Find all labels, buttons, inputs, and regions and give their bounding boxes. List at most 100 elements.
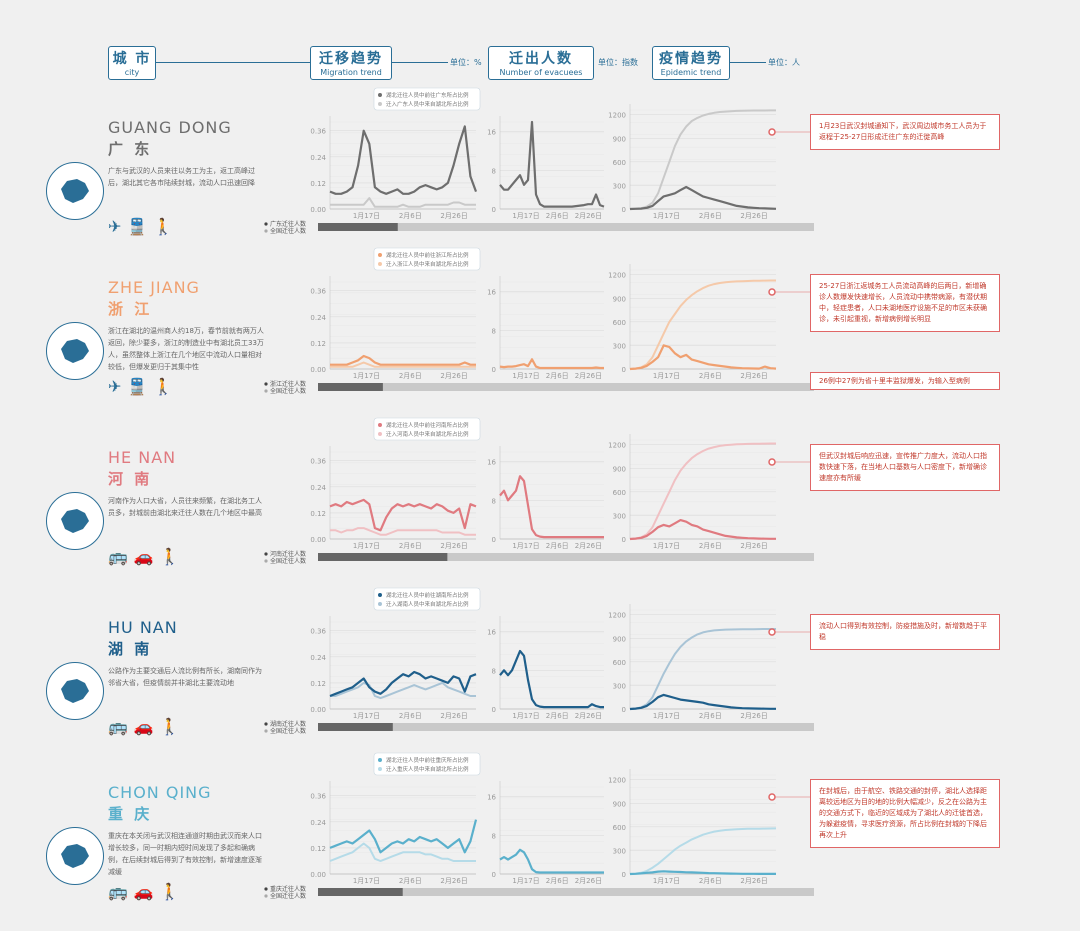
epidemic-ytick: 1200 (608, 612, 626, 620)
province-migration-bar (318, 383, 383, 391)
migration-ytick: 0.36 (310, 628, 326, 636)
migration-ytick: 0.24 (310, 654, 326, 662)
legend-label: 湖北迁往人员中前往重庆所占比例 (386, 756, 469, 764)
city-name: 重 庆 (108, 805, 153, 823)
evacuees-xtick: 2月26日 (575, 712, 602, 720)
migration-ytick: 0.12 (310, 340, 326, 348)
bar-legend-label: 湖南迁往人数 (270, 720, 306, 728)
epidemic-xtick: 1月17日 (653, 212, 680, 220)
evacuees-ytick: 0 (492, 366, 496, 374)
legend-label: 迁入重庆人员中来自湖北所占比例 (386, 765, 469, 773)
transport-icon: 🚶 (153, 377, 180, 396)
migration-ytick: 0.12 (310, 680, 326, 688)
epidemic-ytick: 300 (613, 682, 626, 690)
header-epidemic-en: Epidemic trend (660, 68, 722, 77)
annotation-note: 在封城后，由于航空、铁路交通的封停，湖北人选择距离较远地区为目的地的比例大幅减少… (810, 779, 1000, 848)
header-evacuees-en: Number of evacuees (499, 68, 583, 77)
migration-xtick: 1月17日 (353, 712, 380, 720)
province-migration-bar (318, 723, 393, 731)
epidemic-ytick: 600 (613, 659, 626, 667)
migration-series-a-line (330, 354, 476, 366)
legend-label: 迁入浙江人员中来自湖北所占比例 (386, 260, 469, 268)
national-migration-bar (318, 383, 814, 391)
epidemic-ytick: 900 (613, 295, 626, 303)
epidemic-daily-line (629, 344, 777, 371)
migration-ytick: 0.36 (310, 458, 326, 466)
migration-xtick: 2月6日 (399, 877, 422, 885)
evacuees-xtick: 1月17日 (512, 212, 539, 220)
legend-label: 湖北迁往人员中前往广东所占比例 (386, 91, 469, 99)
city-pinyin: GUANG DONG (108, 118, 232, 137)
row-charts: 0.36 0.24 0.12 0.00 1月17日 2月6日 2月26日 湖北迁往人员中前往广… (264, 87, 814, 235)
legend-label: 迁入湖南人员中来自湖北所占比例 (386, 600, 469, 608)
province-map-icon (46, 827, 104, 885)
evacuees-ytick: 8 (492, 497, 496, 505)
city-description: 重庆在本关闭与武汉相连通道时期由武汉而来人口增长较多，同一时期内短时间发现了多起… (108, 832, 262, 876)
epidemic-cumulative-line (629, 628, 776, 710)
national-migration-bar (318, 723, 814, 731)
migration-xtick: 2月26日 (440, 212, 467, 220)
legend-label: 湖北迁往人员中前往河南所占比例 (386, 421, 469, 429)
evacuees-ytick: 8 (492, 832, 496, 840)
header-migration-en: Migration trend (320, 68, 382, 77)
migration-ytick: 0.00 (310, 206, 326, 214)
migration-legend-box (373, 87, 481, 111)
evacuees-ytick: 0 (492, 871, 496, 879)
epidemic-cumulative-line (629, 109, 776, 210)
legend-marker (378, 758, 382, 762)
epidemic-ytick: 600 (613, 319, 626, 327)
city-description: 广东与武汉的人员来往以务工为主，返工高峰过后，湖北其它各市陆续封城，流动人口迅速… (108, 167, 255, 187)
epidemic-xtick: 2月6日 (699, 712, 722, 720)
epidemic-ytick: 600 (613, 489, 626, 497)
bar-legend-marker (264, 887, 268, 891)
epidemic-ytick: 900 (613, 135, 626, 143)
evacuees-ytick: 16 (487, 129, 496, 137)
transport-icon: 🚗 (133, 717, 160, 736)
bar-legend-marker (264, 382, 268, 386)
epidemic-daily-line (629, 185, 777, 211)
legend-label: 湖北迁往人员中前往湖南所占比例 (386, 591, 469, 599)
city-name: 广 东 (108, 140, 153, 158)
migration-xtick: 2月6日 (399, 212, 422, 220)
header-evacuees: 迁出人数 Number of evacuees (488, 46, 594, 80)
epidemic-cumulative-line (629, 279, 776, 370)
province-shape-icon (61, 679, 89, 703)
row-charts: 0.36 0.24 0.12 0.00 1月17日 2月6日 2月26日 湖北迁往人员中前往湖… (264, 587, 814, 735)
migration-series-b-line (330, 361, 476, 368)
epidemic-xtick: 2月6日 (699, 877, 722, 885)
bar-legend-label: 河南迁往人数 (270, 550, 306, 558)
evacuees-xtick: 2月6日 (546, 542, 569, 550)
epidemic-ytick: 1200 (608, 112, 626, 120)
province-shape-icon (61, 509, 89, 533)
bar-legend-marker (264, 552, 268, 556)
transport-icon: 🚆 (127, 217, 154, 236)
bar-legend-label: 全国迁往人数 (270, 227, 306, 235)
legend-marker (378, 767, 382, 771)
transport-icon: 🚶 (159, 882, 186, 901)
legend-label: 湖北迁往人员中前往浙江所占比例 (386, 251, 469, 259)
migration-xtick: 2月26日 (440, 542, 467, 550)
evacuees-ytick: 8 (492, 327, 496, 335)
epidemic-ytick: 1200 (608, 272, 626, 280)
legend-marker (378, 602, 382, 606)
transport-icons: ✈🚆🚶 (108, 377, 179, 396)
bar-legend-label: 浙江迁往人数 (270, 380, 306, 388)
national-migration-bar (318, 553, 814, 561)
evacuees-ytick: 0 (492, 536, 496, 544)
epidemic-xtick: 2月26日 (740, 372, 767, 380)
migration-xtick: 2月26日 (440, 877, 467, 885)
migration-xtick: 2月6日 (399, 542, 422, 550)
bar-legend-marker (264, 229, 268, 233)
city-name: 湖 南 (108, 640, 153, 658)
migration-legend-box (373, 587, 481, 611)
bar-legend-marker (264, 559, 268, 563)
transport-icon: 🚗 (133, 547, 160, 566)
header-city: 城 市 city (108, 46, 156, 80)
province-migration-bar (318, 553, 448, 561)
bar-legend-marker (264, 722, 268, 726)
annotation-note: 25-27日浙江返城务工人员流动高峰的后两日，新增确诊人数爆发快速增长，人员流动… (810, 274, 1000, 332)
bar-legend-label: 全国迁往人数 (270, 727, 306, 735)
legend-marker (378, 593, 382, 597)
bar-legend-marker (264, 222, 268, 226)
epidemic-ytick: 300 (613, 512, 626, 520)
